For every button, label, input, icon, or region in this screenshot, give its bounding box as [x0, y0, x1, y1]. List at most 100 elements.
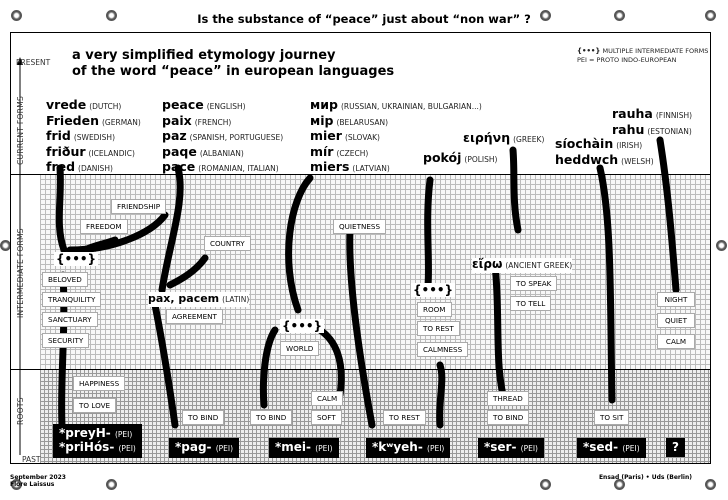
meaning-tranquility: TRANQUILITY [42, 292, 102, 307]
meaning-country: COUNTRY [204, 236, 251, 251]
word-miers: miers (LATVIAN) [310, 159, 390, 174]
word-fridur: friður (ICELANDIC) [46, 143, 135, 159]
stroke-greek-main [491, 261, 507, 399]
meaning-calm-finnic: CALM [657, 334, 695, 349]
meaning-thread: THREAD [487, 391, 529, 406]
footer-left: September 2023 Flore Laissus [10, 474, 66, 488]
legend-braces-text: MULTIPLE INTERMEDIATE FORMS [602, 47, 709, 55]
eyelet-bottom-3 [614, 479, 625, 490]
stroke-quietness [346, 226, 376, 429]
meaning-night: NIGHT [657, 292, 695, 307]
meaning-beloved: BELOVED [42, 272, 88, 287]
meaning-to-tell: TO TELL [510, 296, 552, 311]
stroke-celtic-main [596, 164, 616, 404]
word-latin: pax, pacem (LATIN) [148, 292, 250, 307]
eyelet-bottom-left [11, 479, 22, 490]
stroke-romance-main [158, 164, 184, 294]
meaning-security: SECURITY [42, 333, 90, 348]
word-rauha: rauha (FINNISH) [612, 106, 693, 121]
meaning-to-speak: TO SPEAK [510, 276, 558, 291]
divider-current-intermediate [10, 174, 710, 175]
word-frieden: Frieden (GERMAN) [46, 112, 141, 128]
word-rahu: rahu (ESTONIAN) [612, 121, 692, 137]
word-pace: pace (ROMANIAN, ITALIAN) [162, 159, 279, 174]
root-prey: *preyH- (PEI) *priHós- (PEI) [53, 424, 142, 458]
meaning-happiness: HAPPINESS [73, 376, 126, 391]
stroke-germanic-main [55, 164, 68, 254]
word-mier: mier (SLOVAK) [310, 128, 380, 143]
meaning-quiet: QUIET [657, 313, 695, 328]
word-group-romance: peace (ENGLISH) paix (FRENCH) paz (SPANISH,… [162, 98, 283, 176]
word-heddwch: heddwch (WELSH) [555, 151, 654, 167]
word-group-germanic: vrede (DUTCH) Frieden (GERMAN) frid (SWEDIS… [46, 98, 141, 176]
root-kweyh: *kʷyeh- (PEI) [366, 438, 451, 458]
axis-present-label: PRESENT [16, 58, 51, 67]
word-peace: peace (ENGLISH) [162, 97, 246, 112]
meaning-calmness: CALMNESS [417, 342, 469, 357]
word-paz: paz (SPANISH, PORTUGUESE) [162, 128, 284, 143]
braces-germanic: {•••} [54, 252, 99, 266]
root-pag: *pag- (PEI) [169, 438, 240, 458]
stroke-polish-root [436, 361, 446, 429]
word-frid: frid (SWEDISH) [46, 128, 115, 143]
root-ser: *ser- (PEI) [478, 438, 544, 458]
eyelet-bottom-2 [540, 479, 551, 490]
stroke-slavic-main [285, 174, 314, 314]
meaning-world: WORLD [280, 341, 320, 356]
word-fred: fred (DANISH) [46, 159, 113, 174]
meaning-to-rest: TO REST [417, 321, 460, 336]
meaning-to-bind-ser: TO BIND [487, 410, 530, 425]
word-group-finnic: rauha (FINNISH) rahu (ESTONIAN) [612, 107, 692, 138]
meaning-to-bind-mei: TO BIND [250, 410, 293, 425]
eyelet-top-left [11, 10, 22, 21]
word-siochain: síochàin (IRISH) [555, 136, 643, 151]
eyelet-bottom-right [705, 479, 716, 490]
word-vrede: vrede (DUTCH) [46, 97, 122, 112]
meaning-soft: SOFT [311, 410, 342, 425]
meaning-room: ROOM [417, 302, 452, 317]
stroke-latin-root [151, 301, 179, 429]
meaning-to-sit: TO SIT [594, 410, 630, 425]
stroke-polish-main [424, 176, 434, 289]
meaning-sanctuary: SANCTUARY [42, 312, 98, 327]
meaning-friendship: FRIENDSHIP [111, 199, 167, 214]
stroke-polish-top [509, 146, 522, 234]
eyelet-right-mid [716, 240, 727, 251]
word-mir-russian: мир (RUSSIAN, UKRAINIAN, BULGARIAN...) [310, 97, 482, 112]
meaning-quietness: QUIETNESS [333, 219, 387, 234]
meaning-to-love: TO LOVE [73, 398, 117, 413]
eyelet-top-3 [614, 10, 625, 21]
eyelet-top-right [705, 10, 716, 21]
braces-polish: {•••} [411, 283, 456, 297]
stroke-slavic-left [259, 326, 279, 409]
time-axis [17, 57, 23, 455]
meaning-to-bind-pag: TO BIND [182, 410, 225, 425]
subtitle-line-2: of the word “peace” in european language… [72, 64, 395, 79]
meaning-freedom: FREEDOM [80, 219, 128, 234]
word-mir-czech: mír (CZECH) [310, 143, 369, 159]
footer-date: September 2023 [10, 474, 66, 481]
legend-braces-symbol: {•••} [577, 47, 601, 55]
page-title: Is the substance of “peace” just about “… [197, 12, 531, 26]
stroke-latin-country [166, 254, 209, 289]
footer-author: Flore Laissus [10, 481, 55, 488]
meaning-to-rest-kweyh: TO REST [383, 410, 426, 425]
stroke-freedom [81, 236, 119, 254]
meaning-agreement: AGREEMENT [166, 309, 223, 324]
root-sed: *sed- (PEI) [577, 438, 646, 458]
braces-slavic: {•••} [280, 319, 325, 333]
axis-past-label: PAST [22, 455, 41, 464]
word-eirene: ειρήνη (GREEK) [463, 130, 545, 145]
eyelet-top-2 [540, 10, 551, 21]
diagram-frame [10, 32, 711, 464]
stroke-slavic-right [316, 326, 345, 399]
root-unknown: ? [666, 438, 685, 457]
word-paix: paix (FRENCH) [162, 112, 232, 128]
subtitle-line-1: a very simplified etymology journey [72, 48, 336, 63]
eyelet-bottom-1 [106, 479, 117, 490]
footer-credits: Ensad (Paris) • Uds (Berlin) [598, 474, 692, 481]
word-ancient-greek: εἴρω (ANCIENT GREEK) [472, 257, 573, 273]
legend: {•••} MULTIPLE INTERMEDIATE FORMS PEI = … [577, 47, 708, 65]
eyelet-top-1 [106, 10, 117, 21]
word-paqe: paqe (ALBANIAN) [162, 143, 244, 159]
